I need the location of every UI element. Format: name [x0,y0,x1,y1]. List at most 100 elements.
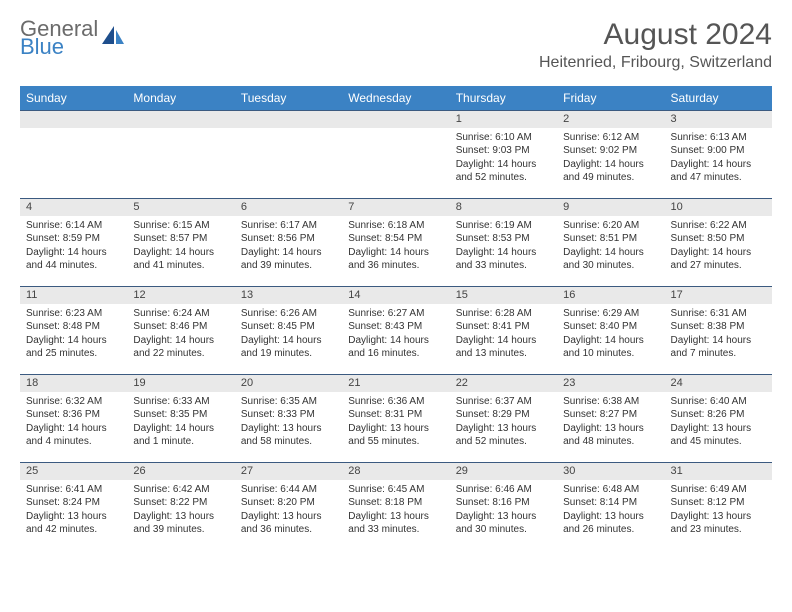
daylight-text: Daylight: 13 hours and 36 minutes. [241,510,336,537]
daylight-text: Daylight: 13 hours and 48 minutes. [563,422,658,449]
sunrise-text: Sunrise: 6:29 AM [563,307,658,321]
calendar-cell: 6Sunrise: 6:17 AMSunset: 8:56 PMDaylight… [235,199,342,287]
daylight-text: Daylight: 13 hours and 45 minutes. [671,422,766,449]
sunset-text: Sunset: 8:27 PM [563,408,658,422]
calendar-cell: 26Sunrise: 6:42 AMSunset: 8:22 PMDayligh… [127,463,234,551]
day-number: 27 [235,463,342,480]
sunrise-text: Sunrise: 6:41 AM [26,483,121,497]
calendar-cell: 14Sunrise: 6:27 AMSunset: 8:43 PMDayligh… [342,287,449,375]
sunrise-text: Sunrise: 6:19 AM [456,219,551,233]
day-number: 2 [557,111,664,128]
weekday-header: Tuesday [235,86,342,111]
calendar-cell: 31Sunrise: 6:49 AMSunset: 8:12 PMDayligh… [665,463,772,551]
calendar-cell: 29Sunrise: 6:46 AMSunset: 8:16 PMDayligh… [450,463,557,551]
sunset-text: Sunset: 8:56 PM [241,232,336,246]
daylight-text: Daylight: 14 hours and 16 minutes. [348,334,443,361]
logo-blue: Blue [20,36,98,58]
day-number: 5 [127,199,234,216]
sunset-text: Sunset: 8:31 PM [348,408,443,422]
sunrise-text: Sunrise: 6:12 AM [563,131,658,145]
daylight-text: Daylight: 14 hours and 41 minutes. [133,246,228,273]
sunrise-text: Sunrise: 6:37 AM [456,395,551,409]
sunset-text: Sunset: 8:46 PM [133,320,228,334]
weekday-header: Wednesday [342,86,449,111]
calendar-table: Sunday Monday Tuesday Wednesday Thursday… [20,86,772,551]
day-number: 20 [235,375,342,392]
sunrise-text: Sunrise: 6:35 AM [241,395,336,409]
sunset-text: Sunset: 8:40 PM [563,320,658,334]
calendar-cell: 28Sunrise: 6:45 AMSunset: 8:18 PMDayligh… [342,463,449,551]
day-number: 25 [20,463,127,480]
calendar-cell: 22Sunrise: 6:37 AMSunset: 8:29 PMDayligh… [450,375,557,463]
sunrise-text: Sunrise: 6:32 AM [26,395,121,409]
day-number: 1 [450,111,557,128]
sunset-text: Sunset: 8:20 PM [241,496,336,510]
calendar-cell [342,111,449,199]
sunset-text: Sunset: 8:54 PM [348,232,443,246]
sunset-text: Sunset: 8:41 PM [456,320,551,334]
sunrise-text: Sunrise: 6:36 AM [348,395,443,409]
day-number: 18 [20,375,127,392]
daylight-text: Daylight: 13 hours and 33 minutes. [348,510,443,537]
day-number [20,111,127,128]
sunset-text: Sunset: 8:51 PM [563,232,658,246]
sunrise-text: Sunrise: 6:42 AM [133,483,228,497]
daylight-text: Daylight: 13 hours and 58 minutes. [241,422,336,449]
daylight-text: Daylight: 14 hours and 49 minutes. [563,158,658,185]
calendar-cell: 12Sunrise: 6:24 AMSunset: 8:46 PMDayligh… [127,287,234,375]
calendar-cell: 1Sunrise: 6:10 AMSunset: 9:03 PMDaylight… [450,111,557,199]
sunrise-text: Sunrise: 6:46 AM [456,483,551,497]
calendar-cell: 24Sunrise: 6:40 AMSunset: 8:26 PMDayligh… [665,375,772,463]
daylight-text: Daylight: 13 hours and 23 minutes. [671,510,766,537]
sunrise-text: Sunrise: 6:10 AM [456,131,551,145]
day-number: 9 [557,199,664,216]
sunrise-text: Sunrise: 6:23 AM [26,307,121,321]
daylight-text: Daylight: 13 hours and 30 minutes. [456,510,551,537]
sunset-text: Sunset: 8:36 PM [26,408,121,422]
daylight-text: Daylight: 14 hours and 13 minutes. [456,334,551,361]
day-number: 12 [127,287,234,304]
sunrise-text: Sunrise: 6:49 AM [671,483,766,497]
sunset-text: Sunset: 8:57 PM [133,232,228,246]
sunset-text: Sunset: 8:24 PM [26,496,121,510]
calendar-cell: 23 Sunrise: 6:38 AMSunset: 8:27 PMDayligh… [557,375,664,463]
sunrise-text: Sunrise: 6:18 AM [348,219,443,233]
calendar-week-row: 1 Sunrise: 6:10 AMSunset: 9:03 PM Daylight… [20,111,772,199]
sunrise-text: Sunrise: 6:48 AM [563,483,658,497]
calendar-cell: 30Sunrise: 6:48 AMSunset: 8:14 PMDayligh… [557,463,664,551]
sunset-text: Sunset: 8:43 PM [348,320,443,334]
calendar-cell: 7Sunrise: 6:18 AMSunset: 8:54 PMDaylight… [342,199,449,287]
day-number: 3 [665,111,772,128]
day-number: 10 [665,199,772,216]
daylight-text: Daylight: 13 hours and 39 minutes. [133,510,228,537]
day-number [342,111,449,128]
sunset-text: Sunset: 8:22 PM [133,496,228,510]
calendar-cell: 25 Sunrise: 6:41 AMSunset: 8:24 PMDayligh… [20,463,127,551]
calendar-cell: 11Sunrise: 6:23 AMSunset: 8:48 PMDayligh… [20,287,127,375]
title-block: August 2024 Heitenried, Fribourg, Switze… [539,18,772,72]
sunrise-text: Sunrise: 6:38 AM [563,395,658,409]
sunset-text: Sunset: 8:48 PM [26,320,121,334]
daylight-text: Daylight: 13 hours and 42 minutes. [26,510,121,537]
day-number: 4 [20,199,127,216]
day-number: 29 [450,463,557,480]
daylight-text: Daylight: 14 hours and 7 minutes. [671,334,766,361]
sunrise-text: Sunrise: 6:14 AM [26,219,121,233]
daylight-text: Daylight: 14 hours and 19 minutes. [241,334,336,361]
sunrise-text: Sunrise: 6:24 AM [133,307,228,321]
sunrise-text: Sunrise: 6:45 AM [348,483,443,497]
day-number: 7 [342,199,449,216]
calendar-cell: 2 Sunrise: 6:12 AMSunset: 9:02 PMDaylight… [557,111,664,199]
sunset-text: Sunset: 9:02 PM [563,144,658,158]
weekday-header: Sunday [20,86,127,111]
weekday-header: Saturday [665,86,772,111]
day-number: 23 [557,375,664,392]
day-number: 14 [342,287,449,304]
calendar-cell: 10Sunrise: 6:22 AMSunset: 8:50 PMDayligh… [665,199,772,287]
sunset-text: Sunset: 9:03 PM [456,144,551,158]
sunrise-text: Sunrise: 6:26 AM [241,307,336,321]
weekday-header-row: Sunday Monday Tuesday Wednesday Thursday… [20,86,772,111]
calendar-cell: 15Sunrise: 6:28 AMSunset: 8:41 PMDayligh… [450,287,557,375]
daylight-text: Daylight: 13 hours and 26 minutes. [563,510,658,537]
day-number: 16 [557,287,664,304]
